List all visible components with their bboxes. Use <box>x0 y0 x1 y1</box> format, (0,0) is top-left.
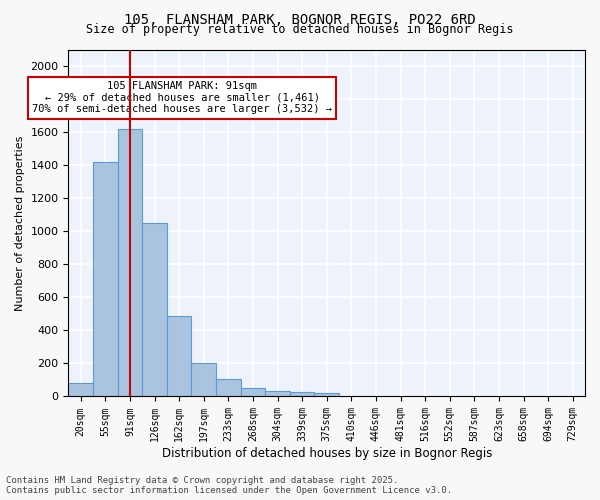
Bar <box>265 390 290 396</box>
Bar <box>216 379 241 396</box>
Text: 105, FLANSHAM PARK, BOGNOR REGIS, PO22 6RD: 105, FLANSHAM PARK, BOGNOR REGIS, PO22 6… <box>124 12 476 26</box>
Bar <box>191 362 216 396</box>
Bar <box>241 388 265 396</box>
Bar <box>290 392 314 396</box>
Bar <box>167 316 191 396</box>
Bar <box>314 393 339 396</box>
Bar <box>118 129 142 396</box>
Bar <box>68 384 93 396</box>
Text: 105 FLANSHAM PARK: 91sqm
← 29% of detached houses are smaller (1,461)
70% of sem: 105 FLANSHAM PARK: 91sqm ← 29% of detach… <box>32 81 332 114</box>
Text: Contains HM Land Registry data © Crown copyright and database right 2025.
Contai: Contains HM Land Registry data © Crown c… <box>6 476 452 495</box>
Bar <box>142 223 167 396</box>
X-axis label: Distribution of detached houses by size in Bognor Regis: Distribution of detached houses by size … <box>161 447 492 460</box>
Bar <box>93 162 118 396</box>
Text: Size of property relative to detached houses in Bognor Regis: Size of property relative to detached ho… <box>86 22 514 36</box>
Y-axis label: Number of detached properties: Number of detached properties <box>15 136 25 311</box>
